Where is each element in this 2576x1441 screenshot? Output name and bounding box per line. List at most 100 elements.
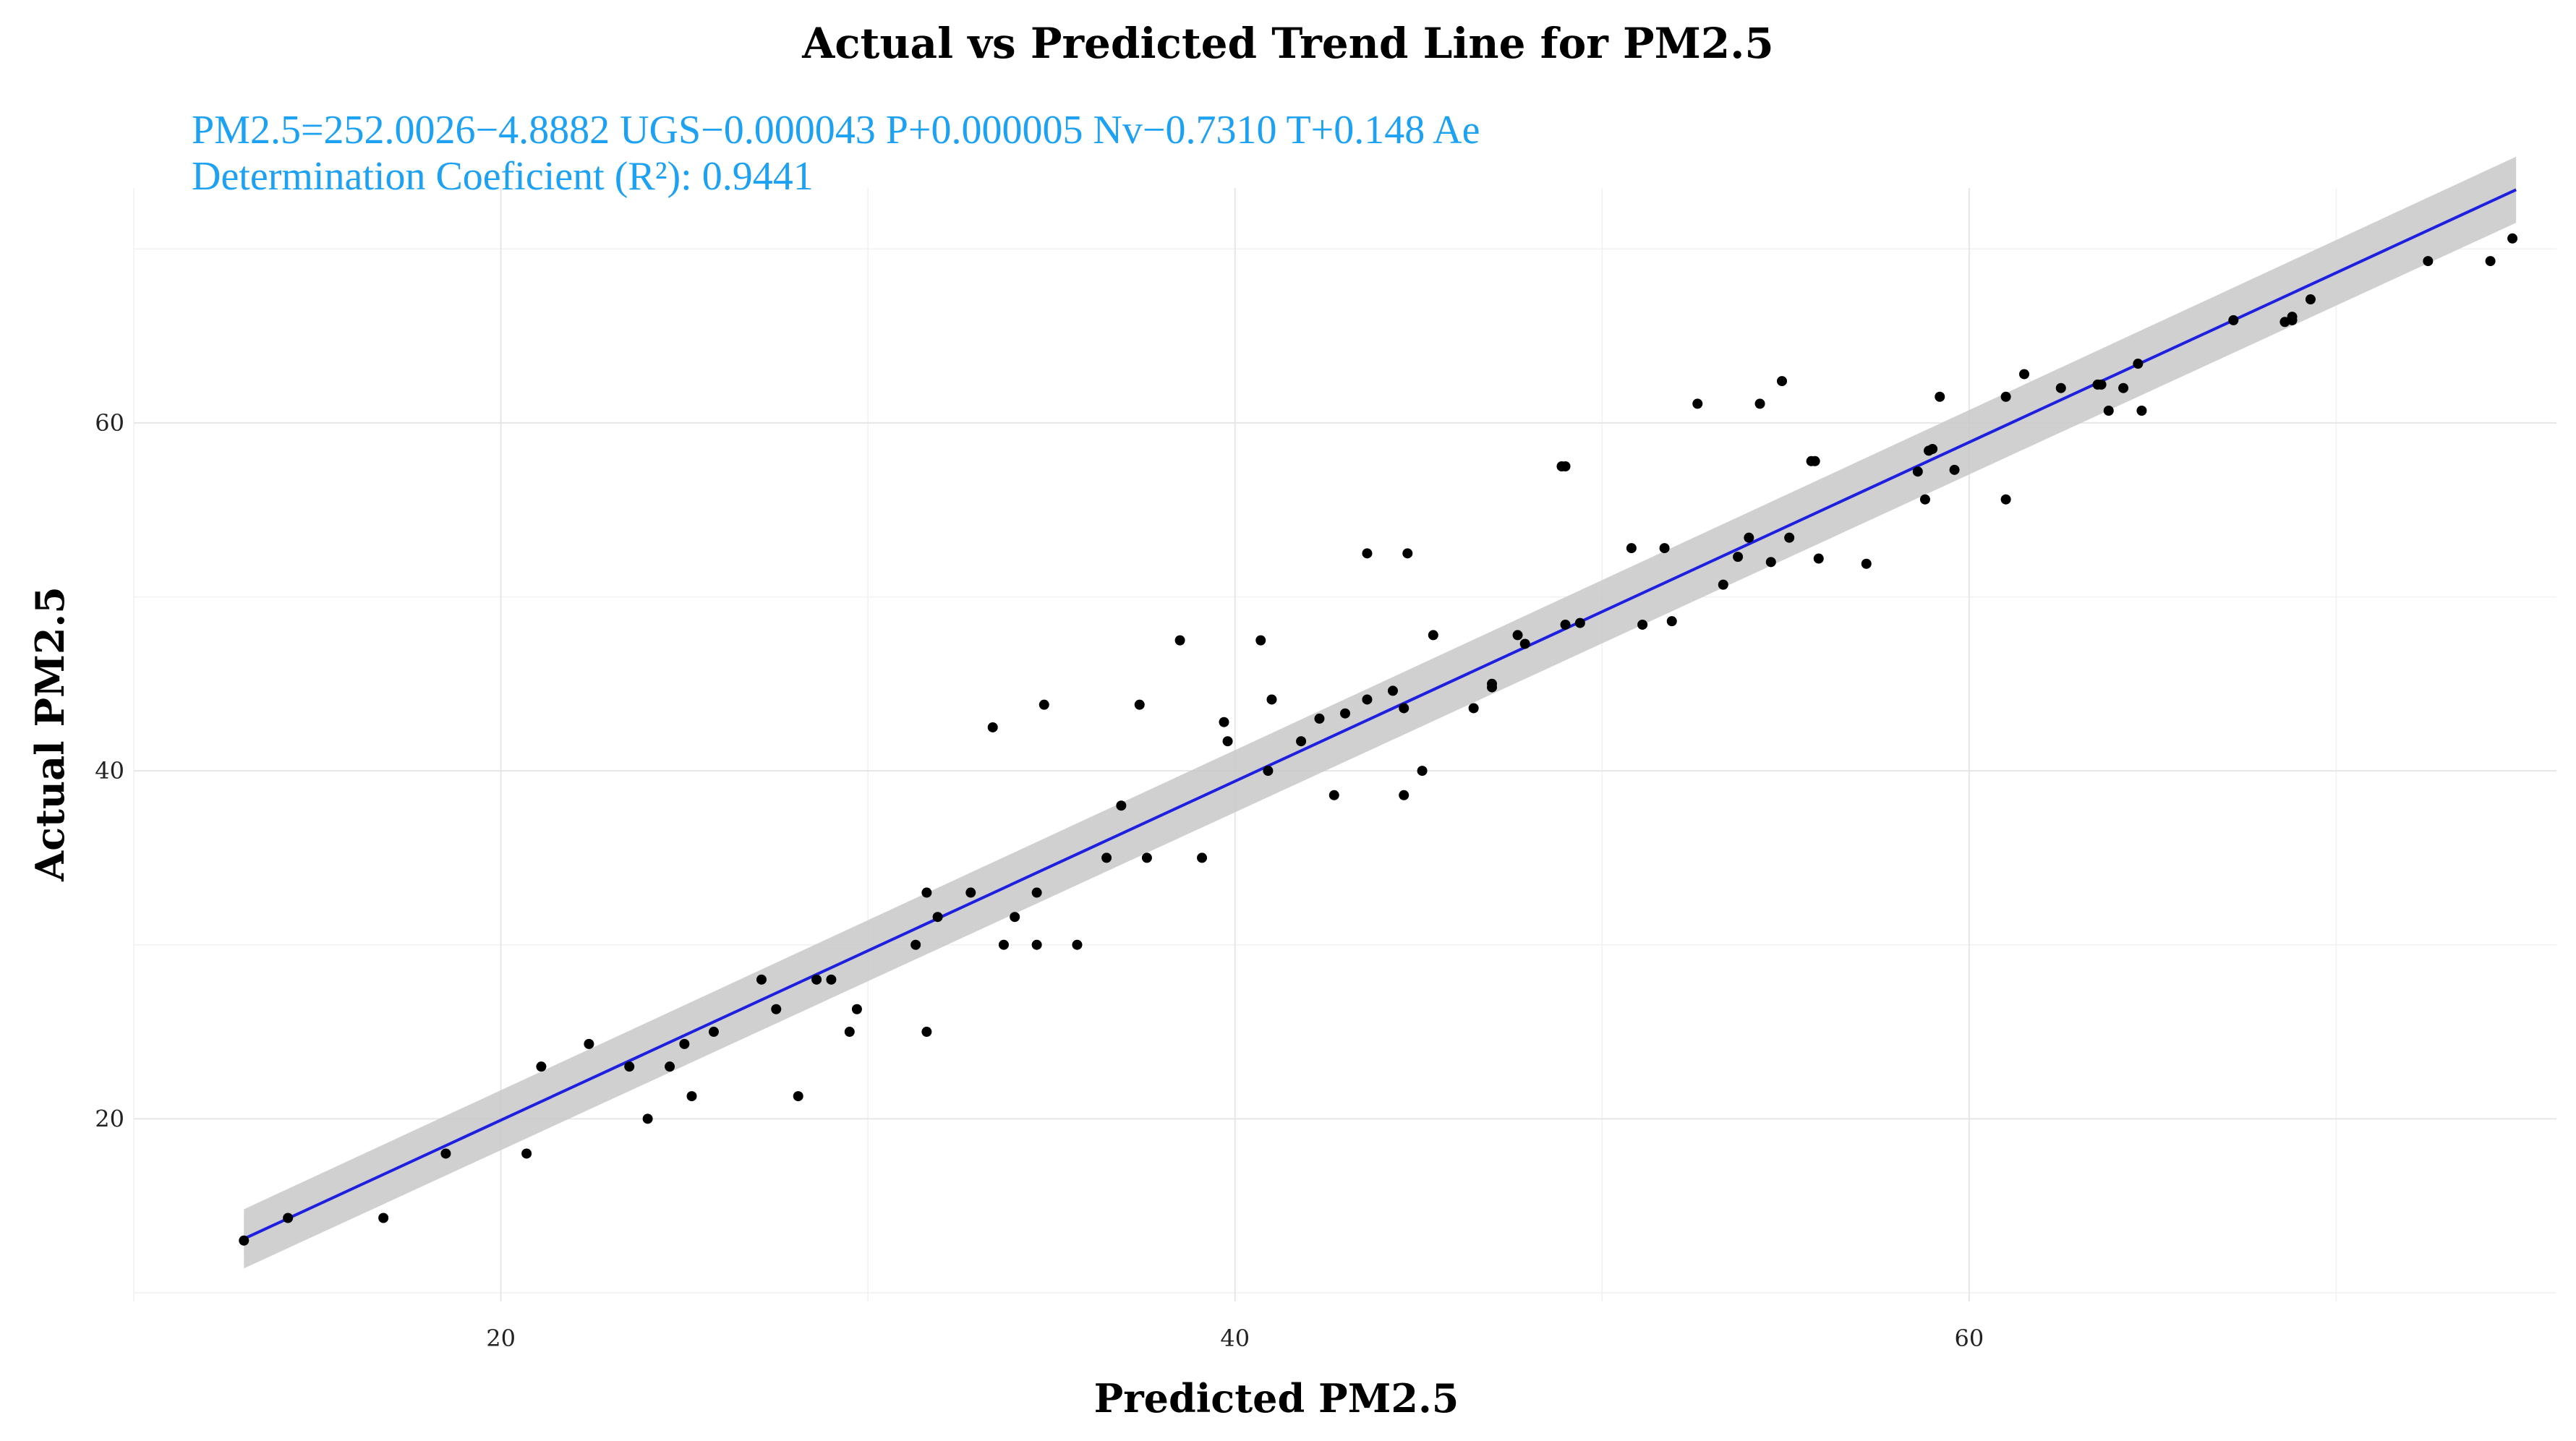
- scatter-point: [2000, 494, 2011, 505]
- scatter-point: [1362, 548, 1373, 559]
- scatter-point: [1387, 685, 1398, 696]
- scatter-point: [1031, 939, 1042, 950]
- scatter-point: [624, 1061, 635, 1072]
- scatter-point: [2485, 256, 2496, 267]
- scatter-point: [1072, 939, 1083, 950]
- scatter-point: [1813, 553, 1824, 564]
- scatter-point: [2423, 256, 2434, 267]
- scatter-point: [1519, 638, 1530, 649]
- scatter-point: [1512, 630, 1523, 641]
- scatter-point: [771, 1004, 782, 1014]
- scatter-point: [1468, 703, 1479, 714]
- scatter-point: [1340, 708, 1350, 719]
- scatter-point: [2055, 382, 2066, 393]
- scatter-point: [1038, 699, 1049, 710]
- scatter-point: [2305, 294, 2316, 304]
- scatter-point: [1777, 376, 1788, 387]
- scatter-point: [1219, 717, 1229, 727]
- scatter-point: [536, 1061, 547, 1072]
- scatter-point: [1560, 619, 1571, 630]
- scatter-point: [239, 1235, 250, 1246]
- scatter-point: [1134, 699, 1145, 710]
- confidence-band: [244, 156, 2517, 1269]
- scatter-point: [1626, 543, 1637, 554]
- scatter-point: [2507, 233, 2518, 244]
- scatter-point: [1754, 398, 1765, 409]
- scatter-point: [1296, 736, 1307, 747]
- scatter-point: [921, 887, 932, 898]
- scatter-point: [378, 1213, 389, 1223]
- scatter-point: [1765, 557, 1776, 568]
- scatter-point: [1809, 456, 1820, 466]
- scatter-point: [1174, 635, 1185, 646]
- scatter-point: [1861, 558, 1872, 569]
- scatter-point: [910, 939, 921, 950]
- scatter-point: [1010, 912, 1020, 923]
- confidence-band-group: [244, 156, 2517, 1269]
- scatter-point: [998, 939, 1009, 950]
- scatter-point: [2133, 359, 2144, 369]
- scatter-point: [1637, 619, 1648, 630]
- scatter-point: [2118, 382, 2129, 393]
- tick-labels: 20 40 60 20 40 60: [95, 409, 1984, 1352]
- scatter-point: [665, 1061, 675, 1072]
- scatter-point: [1399, 703, 1409, 714]
- scatter-point: [1031, 887, 1042, 898]
- scatter-point: [2228, 315, 2239, 325]
- scatter-point: [679, 1038, 690, 1049]
- scatter-point: [1417, 766, 1428, 777]
- scatter-point: [1222, 736, 1233, 747]
- scatter-point: [1718, 579, 1728, 590]
- scatter-point: [584, 1038, 594, 1049]
- equation-annotation: PM2.5=252.0026−4.8882 UGS−0.000043 P+0.0…: [192, 108, 1480, 153]
- scatter-point: [642, 1113, 653, 1124]
- scatter-point: [2000, 391, 2011, 402]
- scatter-point: [1744, 532, 1754, 543]
- scatter-point: [2019, 369, 2030, 380]
- scatter-point: [686, 1091, 697, 1102]
- scatter-point: [1935, 391, 1945, 402]
- scatter-point: [793, 1091, 803, 1102]
- scatter-point: [1362, 694, 1373, 705]
- scatter-point: [1314, 713, 1325, 724]
- scatter-point: [1141, 852, 1152, 863]
- scatter-point: [1328, 790, 1339, 800]
- scatter-point: [2287, 312, 2298, 322]
- scatter-point: [1733, 552, 1744, 563]
- scatter-point: [756, 974, 767, 985]
- scatter-point: [1659, 543, 1670, 554]
- scatter-point: [1255, 635, 1266, 646]
- r2-annotation: Determination Coeficient (R²): 0.9441: [192, 154, 814, 199]
- scatter-point: [1487, 678, 1498, 689]
- scatter-point: [1912, 466, 1923, 477]
- scatter-point: [965, 887, 976, 898]
- y-tick-label: 60: [95, 409, 124, 437]
- scatter-point: [1263, 766, 1274, 777]
- scatter-point: [1402, 548, 1413, 559]
- x-tick-label: 60: [1955, 1325, 1984, 1352]
- trend-line-group: [243, 188, 2517, 1241]
- scatter-point: [932, 912, 943, 923]
- scatter-point: [851, 1004, 862, 1014]
- scatter-point: [1116, 800, 1127, 811]
- scatter-point: [440, 1148, 451, 1159]
- y-tick-label: 40: [95, 757, 124, 784]
- scatter-point: [987, 722, 998, 732]
- scatter-point: [708, 1027, 719, 1038]
- scatter-point: [1692, 398, 1703, 409]
- scatter-point: [1949, 464, 1960, 475]
- scatter-point: [1560, 461, 1571, 471]
- x-tick-label: 20: [486, 1325, 516, 1352]
- scatter-point: [1574, 617, 1585, 628]
- x-axis-label: Predicted PM2.5: [1094, 1375, 1459, 1421]
- scatter-point: [921, 1027, 932, 1038]
- scatter-point: [811, 974, 822, 985]
- scatter-point: [844, 1027, 855, 1038]
- scatter-point: [283, 1213, 294, 1223]
- scatter-points: [239, 233, 2518, 1246]
- scatter-point: [1784, 532, 1795, 543]
- scatter-point: [1266, 694, 1277, 705]
- x-tick-label: 40: [1220, 1325, 1250, 1352]
- scatter-point: [1927, 443, 1938, 454]
- scatter-point: [826, 974, 837, 985]
